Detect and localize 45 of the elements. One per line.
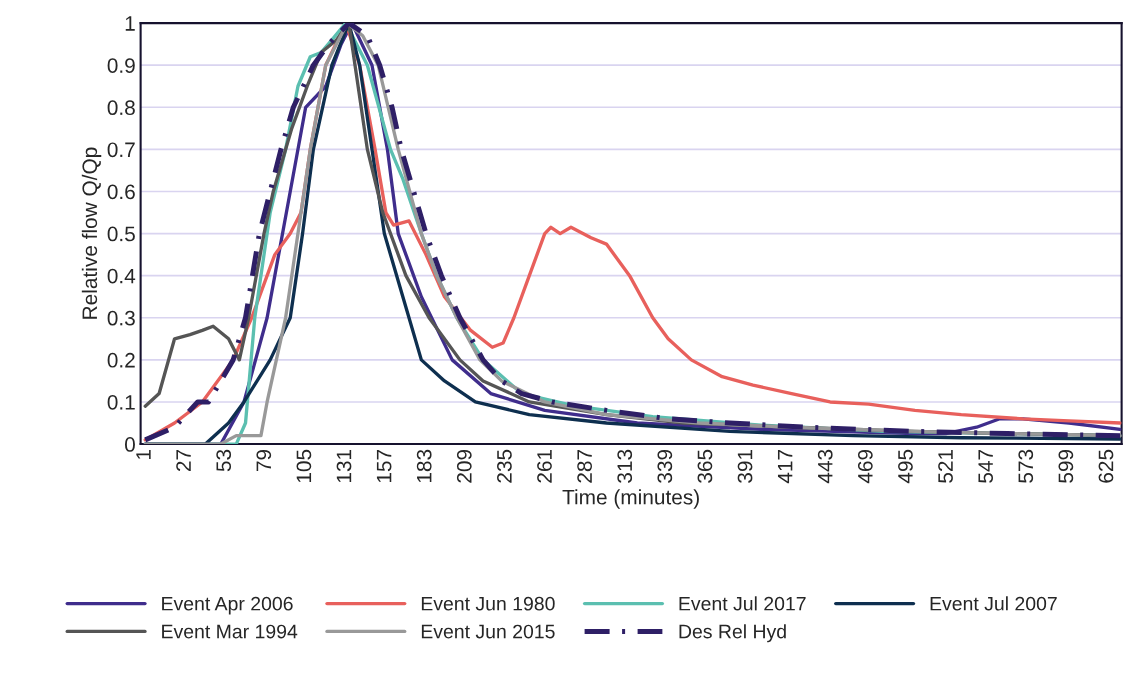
y-tick-label: 0.9: [107, 58, 135, 73]
legend-label: Event Jun 2015: [421, 624, 555, 639]
y-tick-label: 1: [125, 16, 135, 31]
y-tick-label: 0.5: [107, 226, 135, 242]
legend-label: Des Rel Hyd: [679, 624, 786, 643]
legend-label: Event Jul 2017: [679, 596, 806, 611]
x-tick-label: 521: [938, 449, 953, 483]
x-tick-label: 495: [898, 449, 913, 484]
x-tick-label: 313: [617, 449, 633, 483]
x-tick-label: 261: [537, 449, 552, 483]
x-tick-label: 599: [1058, 449, 1074, 483]
x-tick-label: 209: [456, 449, 472, 483]
x-tick-label: 339: [657, 449, 673, 483]
x-tick-label: 573: [1018, 449, 1034, 483]
x-tick-label: 235: [497, 449, 512, 483]
x-tick-label: 417: [777, 449, 793, 484]
y-tick-label: 0.6: [107, 184, 135, 200]
y-tick-label: 0.7: [107, 142, 135, 158]
y-tick-label: 0.2: [107, 352, 135, 368]
x-axis-title: Time (minutes): [562, 489, 699, 509]
legend-label: Event Jun 1980: [421, 596, 555, 611]
y-tick-label: 0.4: [107, 268, 136, 284]
x-tick-label: 547: [978, 449, 994, 483]
x-tick-label: 469: [857, 449, 873, 484]
x-tick-label: 105: [296, 449, 312, 483]
x-tick-label: 365: [697, 449, 713, 483]
legend-label: Event Apr 2006: [162, 596, 293, 615]
x-tick-label: 287: [577, 449, 592, 483]
x-tick-label: 27: [176, 449, 191, 472]
y-tick-label: 0.3: [107, 310, 135, 326]
legend-label: Event Jul 2007: [930, 596, 1057, 611]
x-tick-label: 53: [216, 449, 232, 472]
legend-label: Event Mar 1994: [162, 624, 298, 639]
x-tick-label: 157: [376, 449, 392, 483]
x-tick-label: 443: [817, 449, 833, 484]
y-tick-label: 0.1: [107, 394, 135, 410]
x-tick-label: 1: [136, 449, 151, 459]
x-tick-label: 183: [416, 449, 432, 483]
y-tick-label: 0.8: [107, 100, 135, 116]
x-tick-label: 79: [256, 449, 272, 472]
x-tick-label: 131: [336, 449, 352, 483]
y-tick-label: 0: [124, 437, 135, 452]
y-axis-title: Relative flow Q/Qp: [81, 147, 102, 319]
x-tick-label: 625: [1098, 449, 1114, 483]
x-tick-label: 391: [737, 449, 753, 483]
